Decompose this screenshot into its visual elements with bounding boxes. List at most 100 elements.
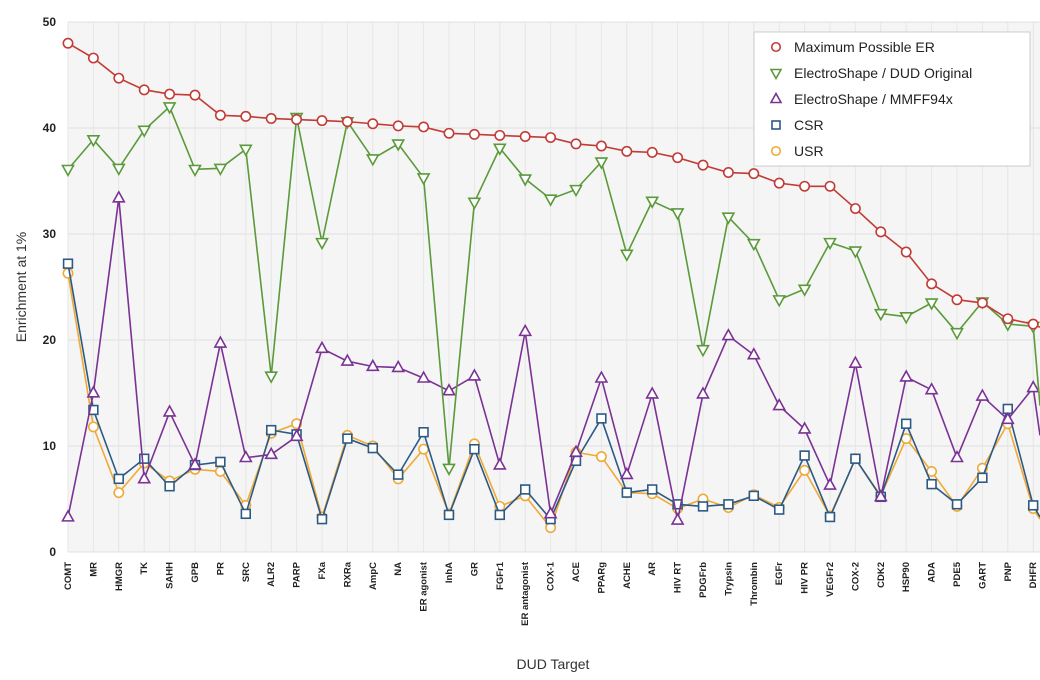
x-tick-label: AR [647,562,658,576]
data-point [62,267,74,279]
data-point [900,418,912,429]
data-point [771,120,781,130]
data-point [723,499,734,510]
series-line [67,197,1040,521]
data-point [443,509,455,521]
x-tick-label: NA [393,562,404,576]
x-tick-label: PPARg [596,562,607,594]
data-point [696,344,710,358]
x-tick-label: PR [215,562,226,575]
data-point [518,323,533,337]
legend-label: USR [794,143,824,159]
data-point [721,212,736,225]
x-axis-title: DUD Target [517,656,590,672]
data-point [619,466,634,480]
data-point [899,312,914,325]
data-point [697,159,709,171]
x-tick-label: VEGFr2 [825,562,836,597]
data-point [746,347,761,360]
data-point [113,487,125,499]
data-point [721,328,736,341]
data-point [367,118,379,130]
x-tick-label: TK [139,562,150,575]
data-point [570,138,582,150]
data-point [492,457,507,470]
data-point [797,421,812,434]
data-point [697,501,709,512]
legend-item: Maximum Possible ER [770,39,935,55]
data-point [848,246,863,259]
data-point [164,481,175,492]
data-point [950,327,964,341]
data-point [87,52,99,64]
data-point [770,145,782,157]
legend-label: CSR [794,117,824,133]
x-tick-label: SRC [241,562,252,582]
data-point [518,174,533,187]
data-point [926,478,937,490]
data-point [824,180,836,192]
data-point [238,144,253,157]
data-point [240,508,251,520]
x-tick-label: ER antagonist [520,561,531,626]
data-point [799,464,811,476]
data-point [772,398,787,411]
data-point [162,102,177,115]
data-point [416,173,431,186]
x-tick-label: FXa [317,561,328,579]
legend-item: CSR [771,117,824,133]
legend-label: ElectroShape / DUD Original [794,65,972,81]
x-tick-label: HIV PR [800,562,811,594]
data-point [342,433,353,444]
data-point [569,444,583,458]
data-point [848,355,863,368]
data-point [137,471,152,484]
data-point [164,88,176,100]
data-point [341,116,353,128]
data-point [467,368,482,381]
data-point [748,168,760,180]
data-point [61,509,75,522]
x-tick-label: PARP [292,561,303,587]
x-tick-label: EGFr [774,562,785,586]
x-tick-label: RXRa [342,561,353,587]
data-point [824,511,836,523]
data-point [545,132,557,144]
x-tick-label: InhA [444,562,455,583]
data-point [670,208,685,221]
data-point [365,358,380,372]
data-point [722,167,734,178]
series-layer [61,37,1040,534]
data-point [900,246,912,258]
data-point [672,152,684,164]
legend: Maximum Possible ER ElectroShape / DUD Or… [753,31,1031,167]
data-point [823,477,837,490]
data-point [748,490,760,502]
x-tick-label: HSP90 [901,562,912,592]
data-point [769,68,783,81]
data-point [594,370,609,383]
data-point [1027,318,1039,330]
data-point [392,469,404,480]
data-point [467,197,482,210]
data-point [316,513,328,525]
data-point [543,194,558,207]
data-point [367,442,378,454]
data-point [746,238,761,252]
data-point [823,237,837,251]
x-tick-label: ACE [571,562,582,582]
x-tick-label: GPB [190,562,201,583]
data-point [645,196,660,209]
legend-label: ElectroShape / MMFF94x [794,91,953,107]
x-tick-label: COX-1 [546,561,557,591]
data-point [773,504,785,515]
x-tick-label: GR [469,562,480,576]
data-point [975,388,990,401]
y-axis: 0 10 20 30 40 50 [43,15,57,559]
data-point [799,450,810,461]
data-point [873,489,888,502]
y-tick-label: 0 [49,545,56,559]
x-tick-label: COX-2 [850,562,861,591]
data-point [264,446,279,460]
data-point [442,383,456,396]
